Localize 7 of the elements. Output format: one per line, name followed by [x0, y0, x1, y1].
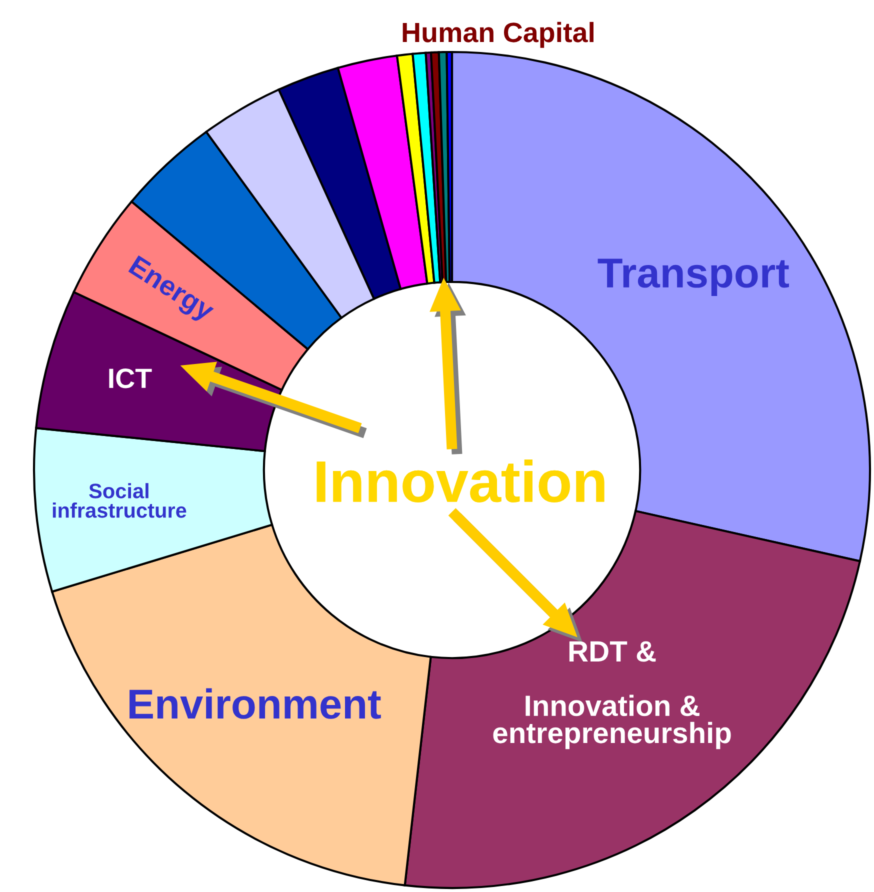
slice-label: Environment: [130, 688, 381, 719]
slice-label: Human Capital: [402, 22, 594, 48]
slice-label: Social infrastructure: [52, 483, 186, 518]
slice-label: Transport: [598, 258, 789, 296]
text: Innovation: [316, 460, 607, 506]
slice-label: ICT: [109, 368, 152, 388]
slice-label: RDT & Innovation & entrepreneurship: [493, 641, 731, 750]
